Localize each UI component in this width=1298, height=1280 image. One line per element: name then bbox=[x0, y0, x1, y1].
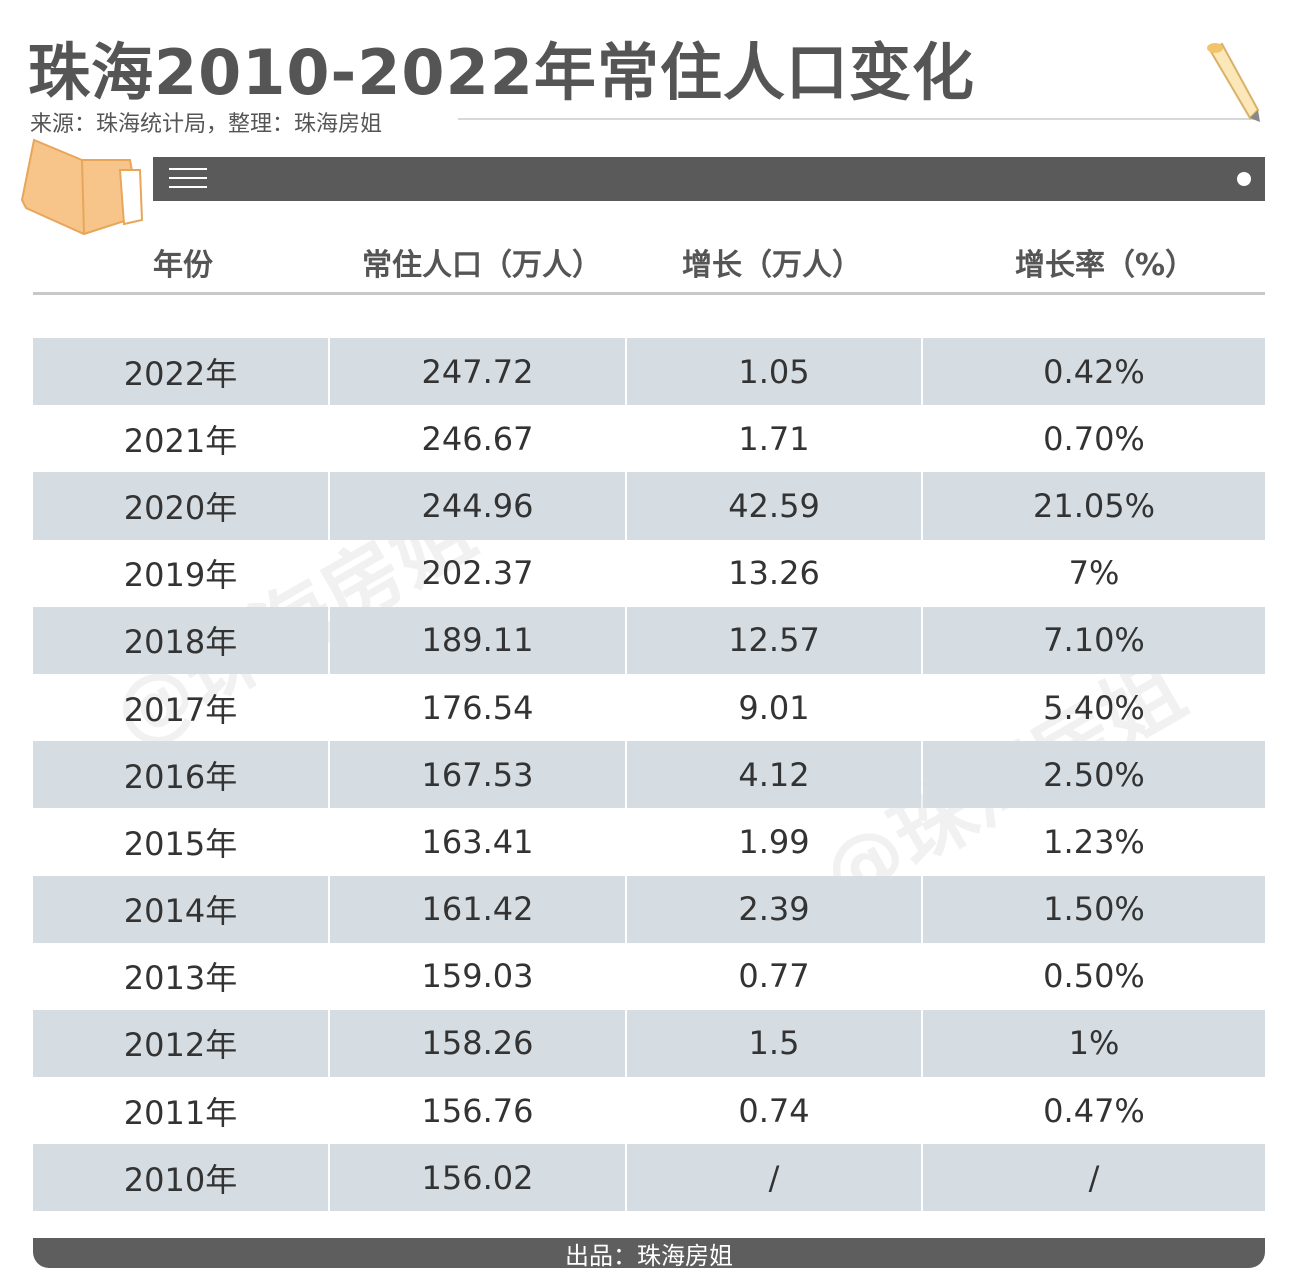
table-cell: 2018年 bbox=[33, 606, 328, 674]
table-cell: 163.41 bbox=[421, 822, 534, 861]
table-cell: 2.50% bbox=[923, 741, 1265, 809]
table-row: 2015年 163.41 1.99 1.23% bbox=[33, 808, 1265, 875]
table-cell: 176.54 bbox=[421, 688, 534, 727]
table-cell: 2019年 bbox=[123, 556, 238, 595]
table-cell: 2011年 bbox=[123, 1093, 238, 1132]
table-row: 2010年 156.02// bbox=[33, 1144, 1265, 1212]
table-cell: 156.02 bbox=[330, 1144, 625, 1212]
table-cell: 7% bbox=[1068, 554, 1120, 593]
table-cell: 2017年 bbox=[123, 690, 238, 729]
table-row: 2014年 161.42 2.39 1.50% bbox=[33, 875, 1265, 943]
column-header: 年份 bbox=[153, 248, 213, 283]
table-cell: 21.05% bbox=[923, 472, 1265, 540]
divider bbox=[458, 118, 1258, 120]
table-cell: 2021年 bbox=[123, 421, 238, 460]
table-cell: 5.40% bbox=[1043, 688, 1145, 727]
table-cell: 2015年 bbox=[123, 824, 238, 863]
table-cell: 158.26 bbox=[330, 1009, 625, 1078]
table-cell: 7.10% bbox=[923, 606, 1265, 674]
table-cell: / bbox=[627, 1144, 921, 1212]
table-cell: 1.5 bbox=[627, 1009, 921, 1078]
table-cell: 2010年 bbox=[33, 1144, 328, 1212]
table-cell: 0.74 bbox=[738, 1091, 810, 1130]
menu-icon bbox=[169, 168, 207, 190]
table-row: 2019年 202.37 13.26 7% bbox=[33, 540, 1265, 607]
table-cell: 9.01 bbox=[738, 688, 810, 727]
book-icon bbox=[20, 138, 144, 236]
header-divider bbox=[33, 292, 1265, 295]
table-cell: 156.76 bbox=[421, 1091, 534, 1130]
pencil-icon bbox=[1207, 42, 1260, 122]
table-cell: 159.03 bbox=[421, 957, 534, 996]
table-cell: / bbox=[923, 1144, 1265, 1212]
table-cell: 1% bbox=[923, 1009, 1265, 1078]
table-row: 2016年 167.53 4.12 2.50% bbox=[33, 741, 1265, 809]
page-title: 珠海2010-2022年常住人口变化 bbox=[28, 36, 975, 109]
table-row: 2012年 158.26 1.5 1% bbox=[33, 1009, 1265, 1078]
table-cell: 2020年 bbox=[33, 472, 328, 540]
table-cell: 2013年 bbox=[123, 959, 238, 998]
table-cell: 2016年 bbox=[33, 741, 328, 809]
table-cell: 1.05 bbox=[627, 338, 921, 406]
table-cell: 2012年 bbox=[33, 1009, 328, 1078]
table-cell: 1.50% bbox=[923, 875, 1265, 943]
table-cell: 1.99 bbox=[738, 822, 810, 861]
source-text: 来源：珠海统计局，整理：珠海房姐 bbox=[30, 112, 383, 137]
column-header: 增长（万人） bbox=[682, 248, 862, 283]
column-header: 常住人口（万人） bbox=[362, 248, 602, 283]
footer-bar: 出品：珠海房姐 bbox=[33, 1238, 1265, 1270]
table-cell: 189.11 bbox=[330, 606, 625, 674]
table-row: 2021年 246.67 1.71 0.70% bbox=[33, 405, 1265, 472]
table-cell: 0.47% bbox=[1043, 1091, 1145, 1130]
table-cell: 202.37 bbox=[421, 554, 534, 593]
table-cell: 12.57 bbox=[627, 606, 921, 674]
table-cell: 13.26 bbox=[728, 554, 820, 593]
table-cell: 2.39 bbox=[627, 875, 921, 943]
table-row: 2011年 156.76 0.74 0.47% bbox=[33, 1077, 1265, 1144]
footer-label: 出品：珠海房姐 bbox=[565, 1241, 733, 1270]
table-cell: 0.70% bbox=[1043, 419, 1145, 458]
dot-icon bbox=[1237, 172, 1251, 186]
table-row: 2013年 159.03 0.77 0.50% bbox=[33, 943, 1265, 1010]
table-row: 2022年 247.72 1.05 0.42% bbox=[33, 338, 1265, 406]
column-header: 增长率（%） bbox=[1015, 248, 1196, 283]
table-cell: 42.59 bbox=[627, 472, 921, 540]
table-cell: 0.77 bbox=[738, 957, 810, 996]
table-cell: 246.67 bbox=[421, 419, 534, 458]
table-cell: 161.42 bbox=[330, 875, 625, 943]
table-cell: 2014年 bbox=[33, 875, 328, 943]
table-row: 2017年 176.54 9.01 5.40% bbox=[33, 674, 1265, 741]
table-row: 2018年 189.11 12.57 7.10% bbox=[33, 606, 1265, 674]
table-cell: 167.53 bbox=[330, 741, 625, 809]
table-row: 2020年 244.96 42.59 21.05% bbox=[33, 472, 1265, 540]
table-cell: 0.50% bbox=[1043, 957, 1145, 996]
data-table: 2022年 247.72 1.05 0.42% 2021年 246.67 1.71 0.70%… bbox=[33, 338, 1265, 1212]
table-cell: 2022年 bbox=[33, 338, 328, 406]
header-bar bbox=[153, 157, 1265, 201]
table-cell: 244.96 bbox=[330, 472, 625, 540]
table-cell: 1.23% bbox=[1043, 822, 1145, 861]
table-cell: 247.72 bbox=[330, 338, 625, 406]
table-cell: 4.12 bbox=[627, 741, 921, 809]
table-cell: 1.71 bbox=[738, 419, 810, 458]
table-cell: 0.42% bbox=[923, 338, 1265, 406]
